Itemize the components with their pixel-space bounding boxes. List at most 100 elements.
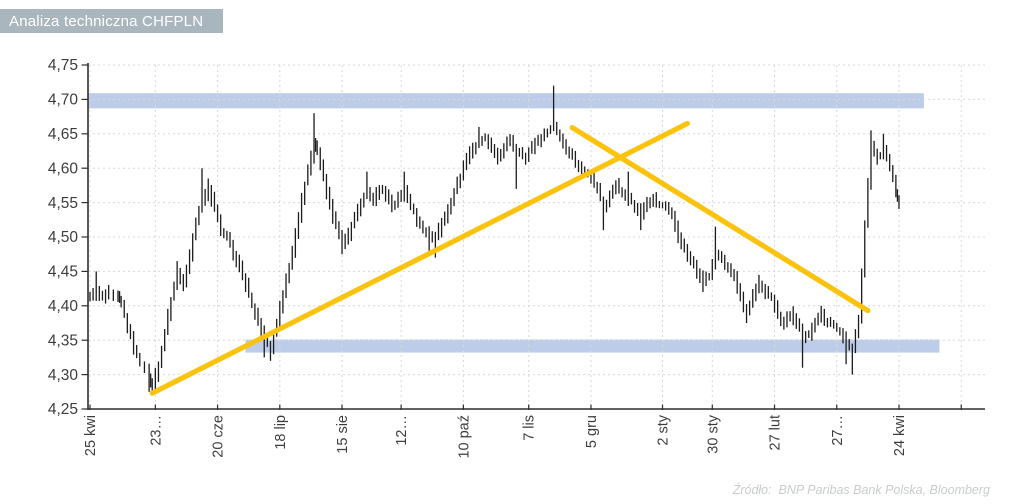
price-bar [730, 263, 732, 278]
price-bar [316, 140, 318, 156]
price-bar [496, 147, 499, 165]
price-bar [294, 228, 297, 258]
y-tick-label: 4,50 [48, 229, 79, 246]
price-bar [210, 185, 212, 207]
price-bar [288, 263, 290, 284]
price-bar [668, 201, 670, 215]
price-bar [605, 199, 608, 213]
price-bar [89, 291, 91, 302]
price-bar [646, 196, 648, 213]
price-bar [733, 269, 735, 282]
price-bar [254, 303, 256, 320]
price-bar [767, 286, 769, 299]
price-bar [630, 192, 633, 205]
price-bar [540, 134, 542, 148]
price-bar [805, 331, 807, 344]
price-bar [487, 134, 489, 150]
price-bar [534, 137, 536, 155]
price-bar [652, 193, 654, 207]
price-bar [394, 200, 396, 210]
x-tick-label: 30 sty [705, 414, 721, 453]
price-bar [801, 323, 804, 368]
x-tick-label: 27… [830, 415, 846, 446]
price-bar [739, 283, 741, 302]
price-bar [714, 226, 717, 270]
price-bar [188, 249, 191, 275]
price-bar [179, 267, 181, 285]
price-bar [304, 181, 306, 205]
price-bar [503, 143, 505, 159]
price-bar [117, 290, 119, 303]
price-bar [282, 290, 284, 314]
x-tick-label: 7 lis [522, 415, 538, 441]
y-tick-label: 4,75 [48, 57, 78, 74]
price-bar [216, 204, 219, 223]
price-bar [689, 251, 692, 266]
resistance-zone [88, 93, 924, 109]
price-bar [664, 201, 667, 211]
price-bar [699, 268, 701, 283]
price-bar [596, 181, 598, 194]
price-bar [895, 174, 897, 198]
price-bar [164, 328, 166, 352]
y-tick-label: 4,70 [48, 92, 79, 109]
price-bar [640, 203, 642, 231]
price-bar [388, 189, 390, 205]
price-series [89, 85, 900, 393]
price-bar [263, 325, 265, 358]
price-bar [898, 195, 900, 209]
price-bar [814, 317, 816, 333]
price-bar [475, 142, 477, 155]
price-bar [381, 184, 384, 195]
price-bar [201, 168, 203, 213]
price-bar [515, 143, 517, 189]
price-bar [220, 214, 222, 237]
price-bar [366, 171, 368, 200]
price-bar [378, 185, 381, 200]
price-bar [798, 318, 801, 332]
price-bar [182, 274, 184, 292]
price-bar [101, 290, 104, 301]
price-bar [226, 230, 228, 241]
y-tick-label: 4,35 [48, 332, 78, 349]
y-axis-ticks: 4,75 4,70 4,65 4,60 4,55 4,50 4,45 4,40 4,35 4,30… [48, 57, 88, 418]
x-tick-label: 24 kwi [892, 415, 908, 456]
price-bar [307, 164, 309, 186]
price-bar [758, 274, 760, 294]
x-tick-label: 23… [148, 415, 164, 446]
price-bar [213, 191, 216, 212]
price-bar [350, 221, 353, 242]
price-bar [776, 300, 779, 319]
price-bar [848, 339, 850, 351]
support-zone [245, 339, 940, 353]
price-bar [770, 292, 773, 301]
price-bar [584, 166, 586, 175]
price-bar [742, 291, 745, 313]
price-bar [95, 271, 97, 301]
price-bar [896, 189, 899, 202]
price-bar [478, 126, 480, 149]
price-bar [752, 289, 754, 308]
price-bar [836, 322, 838, 332]
price-bar [692, 256, 695, 269]
price-bar [528, 147, 530, 162]
price-bar [241, 260, 244, 281]
x-tick-label: 25 kwi [83, 415, 99, 456]
price-bar [568, 146, 570, 159]
price-bar [360, 198, 362, 217]
price-bar [823, 308, 825, 326]
price-bar [851, 343, 853, 375]
x-tick-label: 12… [394, 415, 410, 446]
price-bar [92, 288, 94, 301]
price-bar [661, 202, 664, 209]
price-bar [328, 186, 331, 210]
price-bar [468, 146, 471, 165]
price-bar [621, 187, 623, 198]
price-bar [251, 292, 253, 309]
x-tick-label: 2 sty [656, 414, 672, 445]
price-bar [755, 283, 757, 302]
x-tick-label: 27 lut [768, 415, 784, 450]
price-bar [546, 128, 549, 138]
price-bar [795, 313, 797, 329]
